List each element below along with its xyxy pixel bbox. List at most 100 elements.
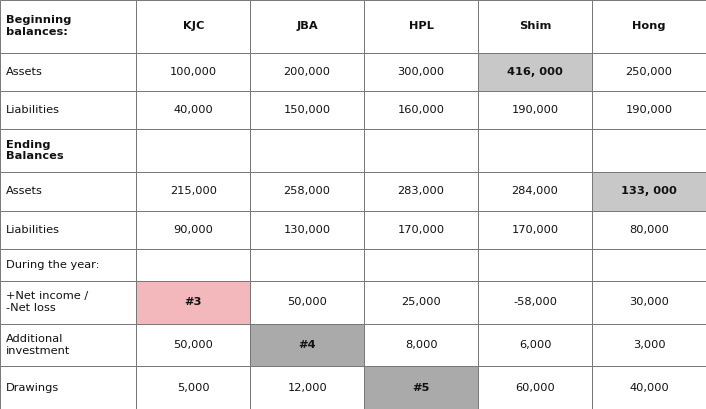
Text: #3: #3 — [184, 297, 202, 307]
Text: 284,000: 284,000 — [512, 187, 558, 196]
Text: Assets: Assets — [6, 67, 42, 76]
Bar — [478, 366, 592, 409]
Bar — [136, 0, 250, 52]
Text: -58,000: -58,000 — [513, 297, 557, 307]
Text: 30,000: 30,000 — [629, 297, 669, 307]
Bar — [478, 129, 592, 172]
Text: 50,000: 50,000 — [287, 297, 327, 307]
Text: 258,000: 258,000 — [284, 187, 330, 196]
Bar — [136, 172, 250, 211]
Bar — [0, 52, 136, 91]
Text: Beginning
balances:: Beginning balances: — [6, 16, 71, 37]
Bar — [478, 324, 592, 366]
Bar — [250, 366, 364, 409]
Bar — [0, 281, 136, 324]
Text: 100,000: 100,000 — [169, 67, 217, 76]
Text: Shim: Shim — [519, 21, 551, 31]
Text: During the year:: During the year: — [6, 260, 99, 270]
Bar — [0, 249, 136, 281]
Bar — [592, 0, 706, 52]
Text: KJC: KJC — [183, 21, 204, 31]
Text: 5,000: 5,000 — [177, 383, 210, 393]
Bar — [364, 0, 478, 52]
Bar — [250, 91, 364, 129]
Text: Liabilities: Liabilities — [6, 225, 59, 235]
Bar — [592, 91, 706, 129]
Bar — [478, 249, 592, 281]
Bar — [136, 129, 250, 172]
Text: Ending
Balances: Ending Balances — [6, 140, 64, 162]
Bar — [0, 91, 136, 129]
Bar — [0, 366, 136, 409]
Text: 160,000: 160,000 — [397, 105, 445, 115]
Bar — [478, 281, 592, 324]
Text: #4: #4 — [299, 340, 316, 350]
Text: Drawings: Drawings — [6, 383, 59, 393]
Bar — [250, 211, 364, 249]
Bar — [478, 52, 592, 91]
Bar — [136, 324, 250, 366]
Text: 170,000: 170,000 — [397, 225, 445, 235]
Bar — [478, 0, 592, 52]
Text: 215,000: 215,000 — [169, 187, 217, 196]
Bar — [364, 129, 478, 172]
Text: 40,000: 40,000 — [174, 105, 213, 115]
Bar — [250, 324, 364, 366]
Bar — [364, 211, 478, 249]
Text: Assets: Assets — [6, 187, 42, 196]
Text: 200,000: 200,000 — [284, 67, 330, 76]
Text: 3,000: 3,000 — [633, 340, 665, 350]
Text: 25,000: 25,000 — [401, 297, 441, 307]
Bar — [364, 324, 478, 366]
Text: 90,000: 90,000 — [173, 225, 213, 235]
Text: HPL: HPL — [409, 21, 433, 31]
Bar — [136, 281, 250, 324]
Text: Liabilities: Liabilities — [6, 105, 59, 115]
Bar — [364, 281, 478, 324]
Text: #5: #5 — [412, 383, 430, 393]
Bar — [592, 366, 706, 409]
Bar — [136, 249, 250, 281]
Text: 170,000: 170,000 — [512, 225, 558, 235]
Bar — [0, 211, 136, 249]
Bar — [592, 172, 706, 211]
Text: 250,000: 250,000 — [626, 67, 673, 76]
Bar — [250, 172, 364, 211]
Bar — [364, 172, 478, 211]
Bar — [136, 366, 250, 409]
Bar — [478, 91, 592, 129]
Bar — [592, 249, 706, 281]
Bar — [592, 211, 706, 249]
Text: 190,000: 190,000 — [626, 105, 673, 115]
Text: JBA: JBA — [297, 21, 318, 31]
Text: 50,000: 50,000 — [173, 340, 213, 350]
Bar — [592, 324, 706, 366]
Bar — [0, 0, 136, 52]
Bar — [364, 249, 478, 281]
Text: Additional
investment: Additional investment — [6, 334, 70, 356]
Bar — [250, 129, 364, 172]
Text: +Net income /
-Net loss: +Net income / -Net loss — [6, 292, 88, 313]
Bar — [136, 91, 250, 129]
Bar — [0, 172, 136, 211]
Text: 6,000: 6,000 — [519, 340, 551, 350]
Text: 416, 000: 416, 000 — [507, 67, 563, 76]
Text: 300,000: 300,000 — [397, 67, 445, 76]
Bar — [478, 211, 592, 249]
Bar — [592, 52, 706, 91]
Bar — [136, 52, 250, 91]
Bar — [364, 366, 478, 409]
Bar — [250, 0, 364, 52]
Text: 283,000: 283,000 — [397, 187, 445, 196]
Text: 60,000: 60,000 — [515, 383, 555, 393]
Bar — [136, 211, 250, 249]
Bar — [250, 281, 364, 324]
Bar — [0, 129, 136, 172]
Bar — [478, 172, 592, 211]
Text: 133, 000: 133, 000 — [621, 187, 677, 196]
Text: 150,000: 150,000 — [284, 105, 330, 115]
Text: 190,000: 190,000 — [512, 105, 558, 115]
Bar — [592, 129, 706, 172]
Bar — [250, 249, 364, 281]
Bar — [364, 52, 478, 91]
